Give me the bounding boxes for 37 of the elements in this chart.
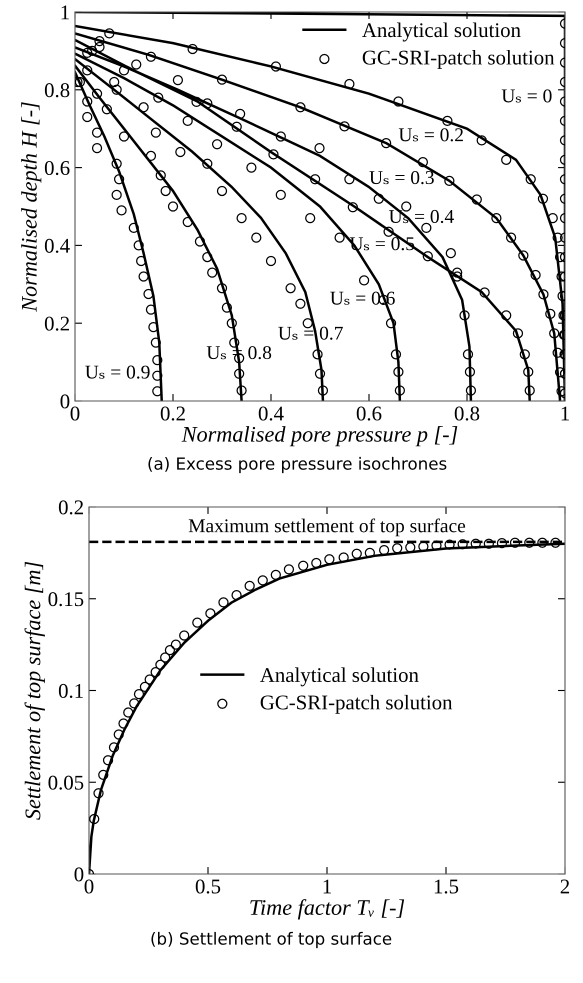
x-axis-title: Normalised pore pressure p [-]: [182, 426, 458, 446]
x-tick-label: 0.8: [454, 406, 480, 421]
annotation: Uₛ = 0.2: [398, 128, 463, 142]
x-tick-label: 1: [324, 880, 331, 894]
y-tick-label: 0.05: [48, 776, 84, 790]
y-axis-title: Normalised depth H [-]: [21, 102, 42, 312]
legend-label: Analytical solution: [362, 22, 521, 42]
x-tick-label: 0: [84, 879, 94, 894]
x-tick-label: 1.5: [434, 880, 458, 894]
y-axis-title: Settlement of top surface [m]: [24, 562, 45, 820]
text: (b) Settlement of top surface: [151, 932, 392, 948]
y-tick-label: 0.4: [44, 238, 70, 253]
legend-label: Analytical solution: [260, 667, 419, 686]
annotation: Uₛ = 0.7: [278, 326, 343, 340]
x-tick-label: 0.4: [258, 406, 284, 421]
ref-line-label: Maximum settlement of top surface: [188, 518, 466, 536]
y-tick-label: 0.8: [44, 83, 70, 98]
y-tick-label: 0: [74, 867, 84, 882]
annotation: Uₛ = 0.3: [369, 171, 434, 184]
x-tick-label: 0.5: [196, 879, 220, 894]
y-tick-label: 0.2: [58, 500, 83, 515]
x-tick-label: 2: [560, 880, 570, 894]
y-tick-label: 0.2: [44, 316, 69, 331]
x-tick-label: 0.6: [356, 406, 382, 421]
y-tick-label: 0: [60, 394, 70, 408]
legend-label: GC-SRI-patch solution: [260, 694, 452, 714]
annotation: Uₛ = 0: [502, 89, 552, 102]
y-tick-label: 0.1: [58, 684, 83, 698]
y-tick-label: 0.15: [48, 592, 84, 606]
legend-label: GC-SRI-patch solution: [362, 50, 554, 69]
x-tick-label: 0.2: [160, 406, 185, 421]
annotation: Uₛ = 0.9: [85, 366, 150, 379]
y-tick-label: 0.6: [44, 160, 70, 176]
x-tick-label: 1: [562, 406, 569, 420]
x-axis-title: Time factor Tᵥ [-]: [250, 899, 404, 920]
y-tick-label: 1: [62, 5, 69, 20]
text: (a) Excess pore pressure isochrones: [148, 456, 446, 474]
